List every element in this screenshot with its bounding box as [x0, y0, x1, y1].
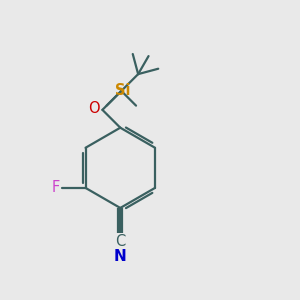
- Text: Si: Si: [115, 82, 130, 98]
- Text: N: N: [114, 249, 127, 264]
- Text: C: C: [115, 234, 125, 249]
- Text: O: O: [88, 101, 100, 116]
- Text: F: F: [52, 180, 60, 195]
